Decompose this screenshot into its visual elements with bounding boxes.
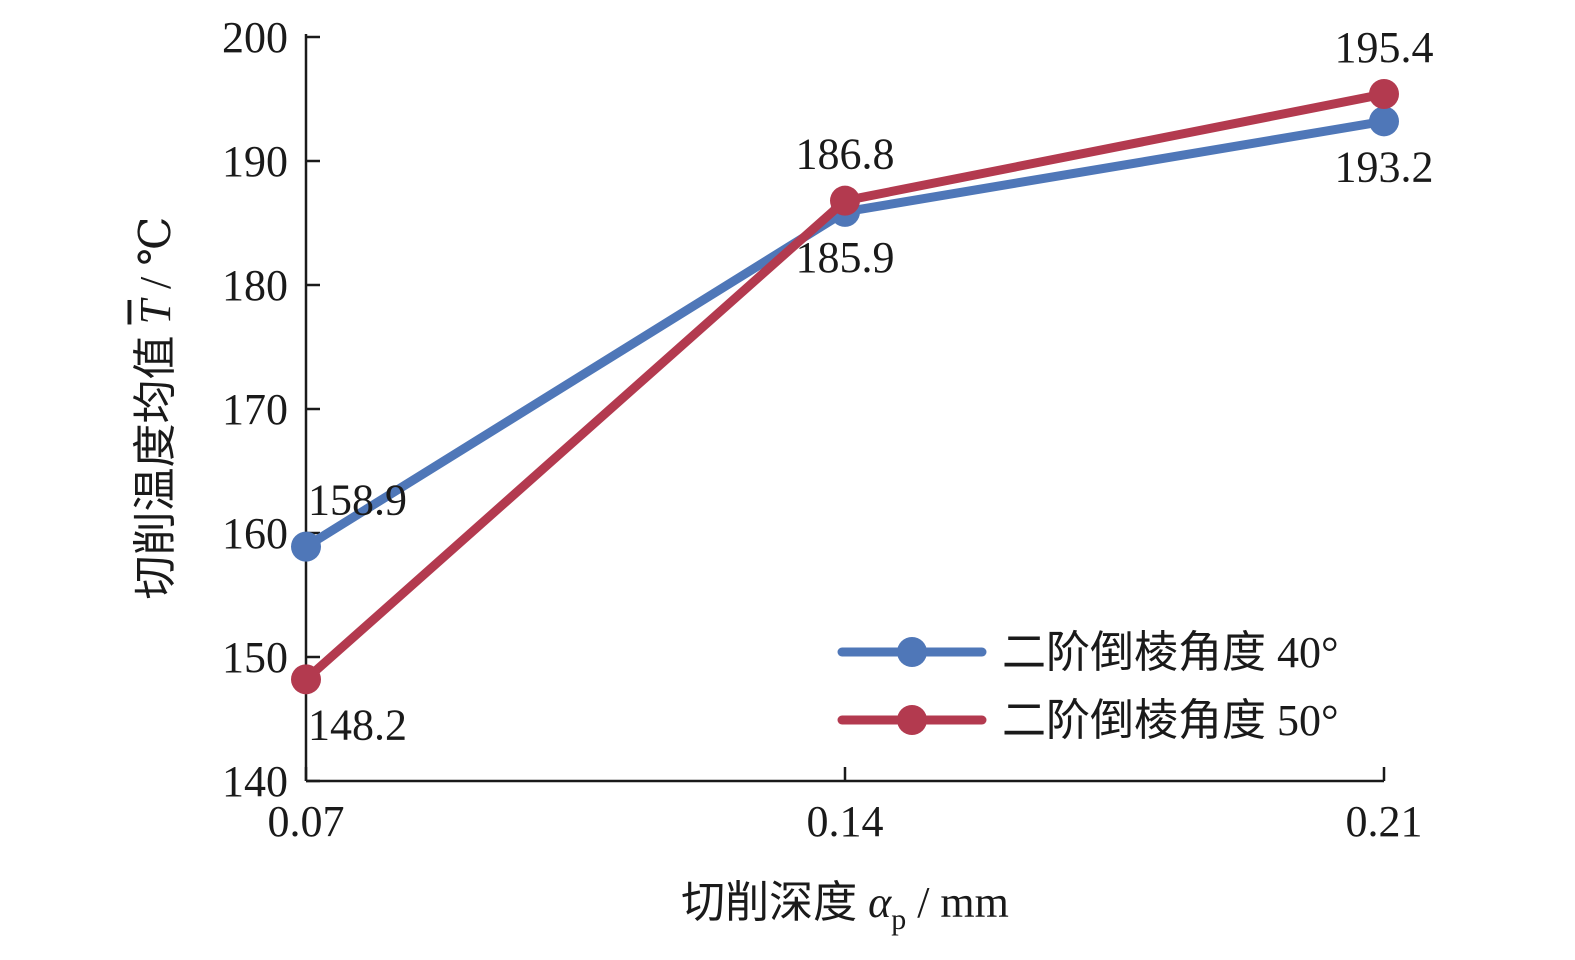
x-title-suffix: / mm (906, 878, 1009, 927)
x-tick-label: 0.14 (807, 797, 884, 846)
data-labels: 158.9 185.9 193.2 148.2 186.8 195.4 (308, 23, 1434, 749)
data-label: 193.2 (1335, 142, 1434, 191)
data-label: 158.9 (308, 476, 407, 525)
axis-titles: 切削深度 αp / mm 切削温度均值 T / ℃ (131, 217, 1009, 936)
data-label: 186.8 (796, 130, 895, 179)
y-tick-label: 200 (222, 13, 288, 62)
series-layer (291, 79, 1399, 695)
x-title-subscript: p (891, 903, 906, 936)
y-tick-label: 170 (222, 385, 288, 434)
series-line-2 (301, 89, 1389, 684)
data-point (1369, 106, 1399, 137)
y-tick-label: 150 (222, 633, 288, 682)
y-title-prefix: 切削温度均值 (131, 324, 180, 599)
data-point (830, 185, 860, 216)
data-point (291, 664, 321, 695)
y-tick-label: 180 (222, 261, 288, 310)
legend-label: 二阶倒棱角度 50° (1002, 696, 1339, 745)
x-axis-title: 切削深度 αp / mm (681, 878, 1009, 936)
x-title-symbol: α (868, 878, 892, 927)
data-label: 148.2 (308, 700, 407, 749)
data-label: 185.9 (796, 233, 895, 282)
x-tick-label: 0.21 (1346, 797, 1423, 846)
data-label: 195.4 (1335, 23, 1434, 72)
x-title-prefix: 切削深度 (681, 878, 868, 927)
y-tick-label: 190 (222, 137, 288, 186)
axes: 140 150 160 170 180 190 200 0.07 0.14 0.21 (222, 13, 1423, 846)
data-point (291, 531, 321, 562)
legend-marker (897, 637, 927, 667)
legend-marker (897, 705, 927, 735)
legend-label: 二阶倒棱角度 40° (1002, 628, 1339, 677)
y-tick-label: 140 (222, 757, 288, 806)
y-axis-title: 切削温度均值 T / ℃ (131, 217, 180, 600)
y-tick-label: 160 (222, 509, 288, 558)
y-title-symbol: T (131, 296, 180, 324)
data-point (1369, 79, 1399, 110)
legend: 二阶倒棱角度 40° 二阶倒棱角度 50° (837, 628, 1339, 745)
series-line-1 (301, 116, 1389, 552)
y-title-suffix: / ℃ (131, 217, 180, 300)
x-tick-label: 0.07 (268, 797, 345, 846)
